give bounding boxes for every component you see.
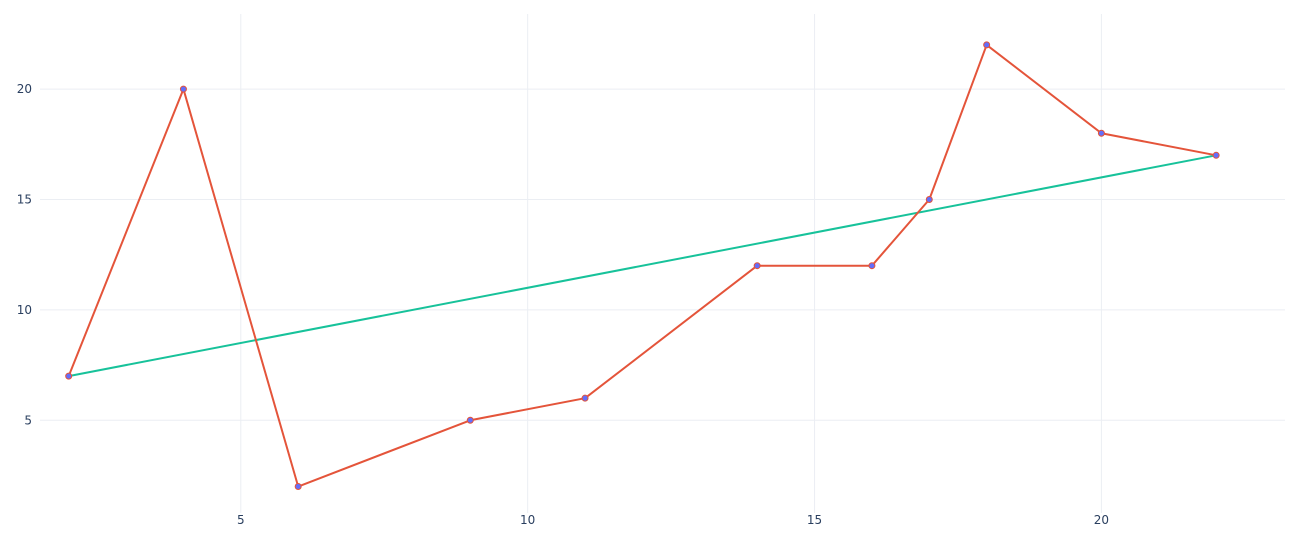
data-point[interactable]	[753, 262, 761, 270]
data-point[interactable]	[983, 41, 991, 49]
x-axis-ticks: 5 10 15 20	[237, 513, 1109, 527]
y-tick-label: 5	[24, 413, 32, 427]
x-gridlines	[240, 14, 1102, 513]
y-tick-label: 15	[17, 192, 32, 206]
y-tick-label: 20	[17, 82, 32, 96]
y-tick-label: 10	[17, 303, 32, 317]
data-point[interactable]	[294, 483, 302, 491]
y-axis-ticks: 5 10 15 20	[17, 82, 32, 427]
data-point[interactable]	[925, 195, 933, 203]
data-point[interactable]	[1097, 129, 1105, 137]
data-point[interactable]	[581, 394, 589, 402]
marker-layer	[65, 41, 1220, 491]
x-tick-label: 5	[237, 513, 245, 527]
data-point[interactable]	[868, 262, 876, 270]
data-point[interactable]	[65, 372, 73, 380]
x-tick-label: 10	[520, 513, 535, 527]
data-point[interactable]	[466, 416, 474, 424]
data-point[interactable]	[179, 85, 187, 93]
series-line-2	[68, 154, 1217, 378]
x-tick-label: 20	[1094, 513, 1109, 527]
y-gridlines	[40, 88, 1285, 421]
data-point[interactable]	[1212, 151, 1220, 159]
x-tick-label: 15	[807, 513, 822, 527]
